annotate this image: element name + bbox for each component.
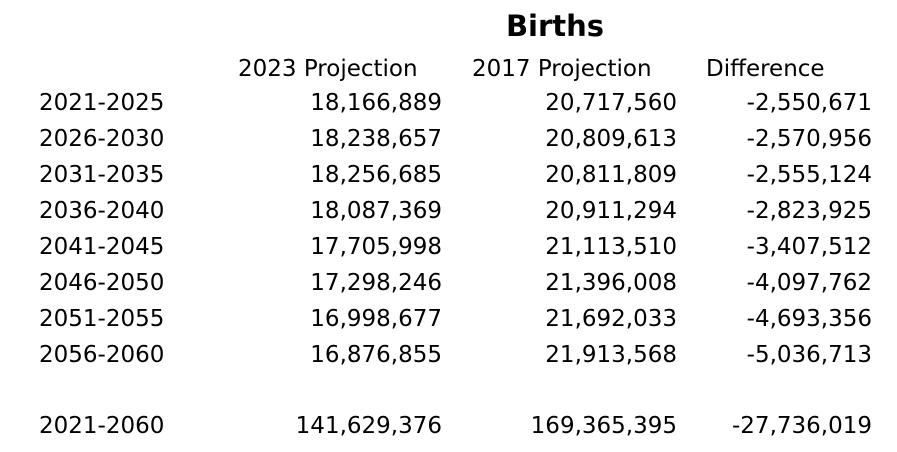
period-cell: 2056-2060 xyxy=(39,342,165,368)
period-cell: 2051-2055 xyxy=(39,306,165,332)
difference-cell: -4,097,762 xyxy=(746,270,872,296)
difference-cell: -5,036,713 xyxy=(746,342,872,368)
projection-2017-cell: 20,717,560 xyxy=(545,90,677,116)
projection-2017-cell: 20,911,294 xyxy=(545,198,677,224)
difference-cell: -2,550,671 xyxy=(746,90,872,116)
projection-2017-cell: 21,692,033 xyxy=(545,306,677,332)
projection-2023-cell: 16,876,855 xyxy=(310,342,442,368)
projection-2017-cell: 21,913,568 xyxy=(545,342,677,368)
difference-cell: -2,555,124 xyxy=(746,162,872,188)
total-period-cell: 2021-2060 xyxy=(39,413,165,439)
difference-cell: -3,407,512 xyxy=(746,234,872,260)
difference-cell: -2,570,956 xyxy=(746,126,872,152)
period-cell: 2046-2050 xyxy=(39,270,165,296)
projection-2023-cell: 18,238,657 xyxy=(310,126,442,152)
period-cell: 2041-2045 xyxy=(39,234,165,260)
projection-2023-cell: 18,166,889 xyxy=(310,90,442,116)
projection-2017-cell: 21,396,008 xyxy=(545,270,677,296)
period-cell: 2036-2040 xyxy=(39,198,165,224)
table-title: Births xyxy=(505,9,605,43)
period-cell: 2026-2030 xyxy=(39,126,165,152)
period-cell: 2031-2035 xyxy=(39,162,165,188)
projection-2023-cell: 17,705,998 xyxy=(310,234,442,260)
period-cell: 2021-2025 xyxy=(39,90,165,116)
projection-2023-cell: 16,998,677 xyxy=(310,306,442,332)
projection-2017-cell: 20,811,809 xyxy=(545,162,677,188)
header-difference: Difference xyxy=(706,56,825,82)
projection-2017-cell: 21,113,510 xyxy=(545,234,677,260)
total-projection-2017-cell: 169,365,395 xyxy=(530,413,677,439)
header-2017-projection: 2017 Projection xyxy=(472,56,652,82)
total-projection-2023-cell: 141,629,376 xyxy=(295,413,442,439)
difference-cell: -4,693,356 xyxy=(746,306,872,332)
projection-2023-cell: 18,256,685 xyxy=(310,162,442,188)
header-2023-projection: 2023 Projection xyxy=(238,56,418,82)
total-difference-cell: -27,736,019 xyxy=(732,413,872,439)
projection-2023-cell: 18,087,369 xyxy=(310,198,442,224)
difference-cell: -2,823,925 xyxy=(746,198,872,224)
projection-2023-cell: 17,298,246 xyxy=(310,270,442,296)
projection-2017-cell: 20,809,613 xyxy=(545,126,677,152)
